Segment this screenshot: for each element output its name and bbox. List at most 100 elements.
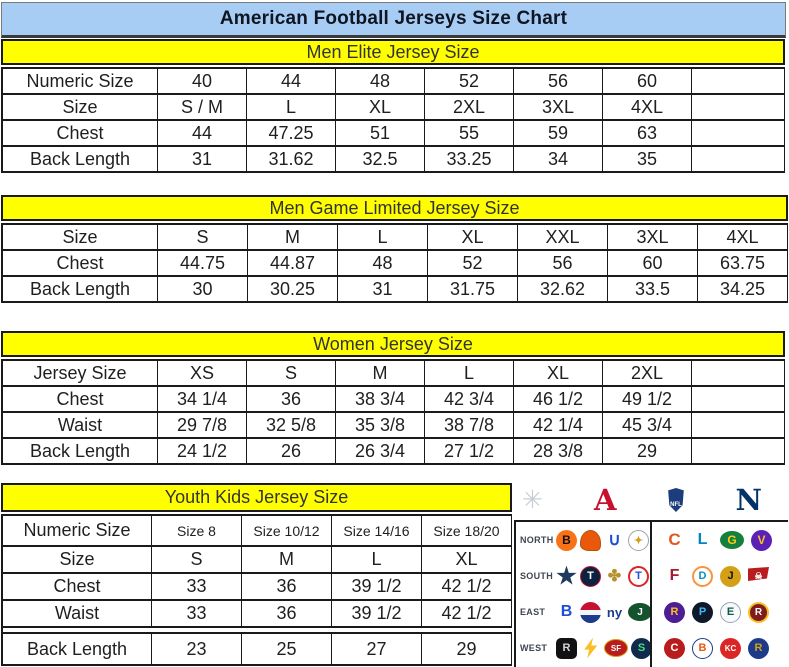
division-label: EAST	[520, 607, 546, 617]
nfl-shield-logo: NFL	[668, 488, 684, 512]
jaguars-logo: J	[720, 565, 741, 587]
table-cell: 29	[603, 439, 692, 465]
nfc-team-group: F D J ☠	[664, 565, 769, 587]
row-label: Size	[3, 225, 158, 251]
table-cell: 44.87	[248, 251, 338, 277]
table-cell	[692, 361, 785, 387]
table-row: Size S / M L XL 2XL 3XL 4XL	[3, 95, 785, 121]
table-cell: XS	[158, 361, 247, 387]
panthers-logo: P	[692, 601, 713, 623]
table-cell: 52	[425, 69, 514, 95]
men-game-limited-table-header: Men Game Limited Jersey Size	[1, 195, 788, 221]
table-cell: 44.75	[158, 251, 248, 277]
bears-logo: C	[668, 530, 681, 549]
table-row: Chest 34 1/4 36 38 3/4 42 3/4 46 1/2 49 1/2	[3, 387, 785, 413]
table-cell: 60	[608, 251, 698, 277]
chargers-bolt-logo	[584, 637, 598, 659]
row-label: Back Length	[3, 147, 158, 173]
table-cell: 30.25	[248, 277, 338, 303]
table-cell	[692, 147, 785, 173]
division-row: SOUTH T ✤ T F D J ☠	[514, 558, 788, 594]
youth-kids-table-body: Numeric Size Size 8 Size 10/12 Size 14/16 Si…	[1, 514, 512, 666]
table-cell: L	[425, 361, 514, 387]
table-cell: 4XL	[603, 95, 692, 121]
cardinals-logo: C	[664, 637, 685, 659]
women-size-table: Women Jersey Size Jersey Size XS S M L XL 2XL C…	[1, 331, 785, 465]
table-cell: 23	[152, 634, 242, 666]
table-cell	[692, 439, 785, 465]
cowboys-star-logo	[556, 565, 577, 585]
row-label: Chest	[3, 574, 152, 601]
table-cell: 31	[338, 277, 428, 303]
youth-kids-table-header: Youth Kids Jersey Size	[1, 483, 512, 512]
rams-logo: R	[748, 637, 769, 659]
row-label: Jersey Size	[3, 361, 158, 387]
table-cell: 47.25	[247, 121, 336, 147]
table-cell: 25	[242, 634, 332, 666]
lions-logo: L	[697, 531, 708, 548]
table-cell: 39 1/2	[332, 574, 422, 601]
row-label: Back Length	[3, 634, 152, 666]
table-cell: 55	[425, 121, 514, 147]
table-cell: XL	[422, 547, 512, 574]
table-cell: 32.5	[336, 147, 425, 173]
table-cell	[692, 69, 785, 95]
table-row: Chest 44.75 44.87 48 52 56 60 63.75	[3, 251, 788, 277]
table-cell: 30	[158, 277, 248, 303]
row-label: Size	[3, 95, 158, 121]
afc-team-group: R SF S	[556, 637, 652, 659]
saints-fleur-logo: ✤	[607, 568, 622, 585]
table-row: Numeric Size Size 8 Size 10/12 Size 14/16 Si…	[3, 516, 512, 547]
table-row: Size S M L XL	[3, 547, 512, 574]
table-cell: XL	[336, 95, 425, 121]
falcons-logo: F	[669, 567, 680, 584]
table-cell: 60	[603, 69, 692, 95]
table-cell: 42 1/2	[422, 574, 512, 601]
division-row: WEST R SF S C B KC R	[514, 630, 788, 666]
nfc-logo: N	[735, 482, 762, 517]
table-cell: XXL	[518, 225, 608, 251]
row-label: Chest	[3, 251, 158, 277]
division-row: NORTH B ∪ ✦ C L G V	[514, 522, 788, 558]
men-elite-table-body: Numeric Size 40 44 48 52 56 60 Size S / M L XL 2XL 3…	[1, 67, 785, 173]
table-cell: 34 1/4	[158, 387, 247, 413]
table-cell	[692, 387, 785, 413]
table-cell: 39 1/2	[332, 601, 422, 628]
table-cell: M	[336, 361, 425, 387]
table-cell: 31.62	[247, 147, 336, 173]
table-cell: S / M	[158, 95, 247, 121]
nfc-team-group: C B KC R	[664, 637, 769, 659]
table-row: Waist 29 7/8 32 5/8 35 3/8 38 7/8 42 1/4 45 3/…	[3, 413, 785, 439]
ravens-logo: R	[664, 601, 685, 623]
giants-ny-logo: ny	[606, 604, 623, 620]
table-row: Back Length 24 1/2 26 26 3/4 27 1/2 28 3/8 29	[3, 439, 785, 465]
table-cell: 29 7/8	[158, 413, 247, 439]
table-cell	[692, 413, 785, 439]
table-cell: L	[338, 225, 428, 251]
starburst-icon: ✳	[522, 485, 543, 514]
bengals-logo: B	[556, 529, 577, 551]
table-cell	[692, 95, 785, 121]
row-label: Chest	[3, 387, 158, 413]
table-cell: 38 7/8	[425, 413, 514, 439]
table-row: Size S M L XL XXL 3XL 4XL	[3, 225, 788, 251]
table-row: Numeric Size 40 44 48 52 56 60	[3, 69, 785, 95]
table-cell: 33.25	[425, 147, 514, 173]
table-cell: 38 3/4	[336, 387, 425, 413]
dolphins-logo: D	[692, 565, 713, 587]
conference-divider	[650, 522, 652, 667]
table-cell: 42 1/4	[514, 413, 603, 439]
steelers-logo: ✦	[628, 529, 649, 551]
table-cell: 33	[152, 601, 242, 628]
table-cell: XL	[514, 361, 603, 387]
table-cell: 2XL	[425, 95, 514, 121]
table-cell: 34.25	[698, 277, 788, 303]
men-game-limited-table-body: Size S M L XL XXL 3XL 4XL Chest 44.75 44.87 48 52 56 6…	[1, 223, 788, 303]
table-cell: 32.62	[518, 277, 608, 303]
table-cell: 29	[422, 634, 512, 666]
patriots-logo	[580, 601, 601, 623]
